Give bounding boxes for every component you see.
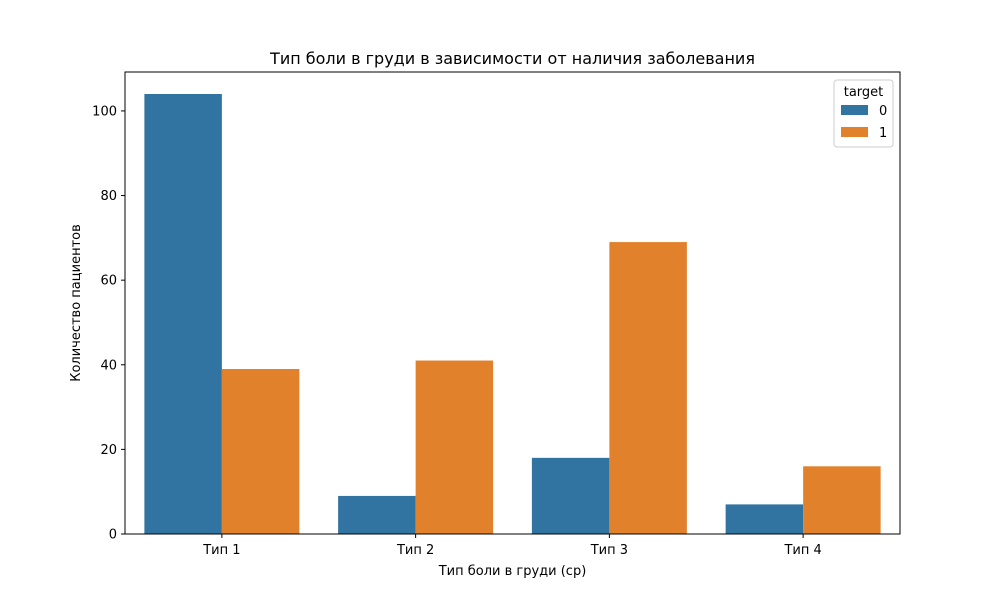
y-tick-label: 40	[100, 358, 117, 373]
legend-swatch-0	[841, 105, 868, 115]
bar-target-0-1	[144, 94, 222, 534]
legend-label-1: 1	[879, 126, 887, 141]
legend-title: target	[844, 85, 884, 100]
legend: target 0 1	[833, 79, 894, 148]
x-axis-label: Тип боли в груди (cp)	[438, 564, 587, 579]
bar-target-1-1	[221, 369, 300, 534]
legend-label-0: 0	[879, 104, 887, 119]
y-tick-label: 100	[92, 104, 117, 119]
y-tick-label: 20	[100, 443, 117, 458]
y-ticks-group: 0 20 40 60 80 100	[92, 104, 125, 543]
legend-swatch-1	[841, 127, 868, 137]
y-tick-label: 0	[109, 528, 117, 543]
x-ticks-group: Тип 1 Тип 2 Тип 3 Тип 4	[202, 534, 822, 558]
x-tick-label: Тип 3	[590, 543, 628, 558]
bar-target-0-4	[725, 504, 804, 534]
bar-target-0-3	[531, 457, 610, 534]
x-tick-label: Тип 2	[396, 543, 434, 558]
bar-target-1-2	[415, 360, 494, 534]
bars-group	[144, 94, 881, 535]
bar-target-1-4	[803, 466, 881, 534]
x-tick-label: Тип 4	[783, 543, 821, 558]
plot-frame	[124, 71, 901, 535]
y-tick-label: 60	[100, 274, 117, 289]
y-axis-label: Количество пациентов	[69, 224, 84, 382]
chart-title: Тип боли в груди в зависимости от наличи…	[269, 49, 755, 68]
bar-target-1-3	[609, 242, 687, 535]
bar-target-0-2	[338, 495, 416, 534]
x-tick-label: Тип 1	[202, 543, 240, 558]
y-tick-label: 80	[100, 189, 117, 204]
